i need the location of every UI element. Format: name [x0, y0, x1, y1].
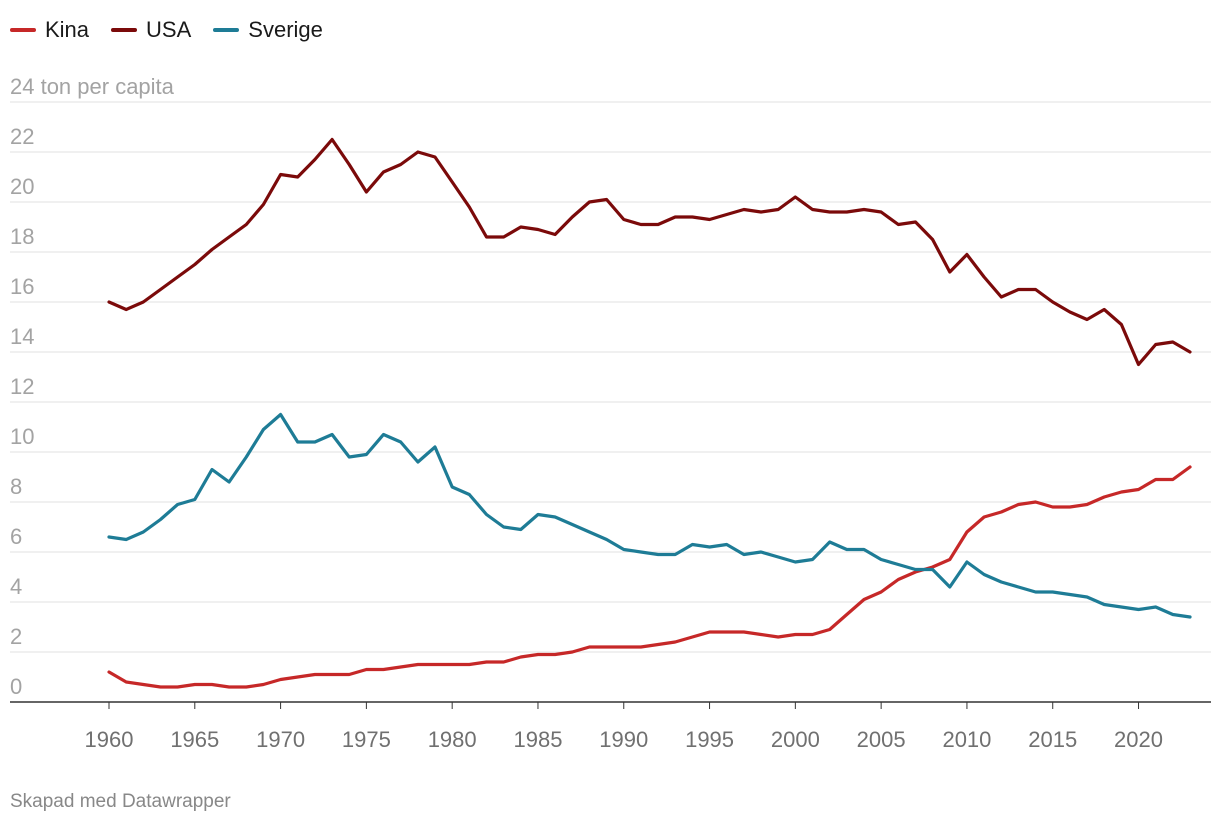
legend-item-kina: Kina	[10, 17, 89, 43]
y-tick-label-4: 4	[10, 574, 22, 599]
y-tick-label-0: 0	[10, 674, 22, 699]
y-axis-tick-labels: 24 ton per capita 0 2 4 6 8 10 12 14 16 18 20 22	[10, 74, 175, 699]
legend-item-usa: USA	[111, 17, 191, 43]
y-axis-unit-label: 24 ton per capita	[10, 74, 175, 99]
legend-label-usa: USA	[146, 17, 192, 42]
legend-swatch-kina	[10, 28, 36, 32]
series-line-sverige	[107, 412, 1192, 619]
y-tick-label-6: 6	[10, 524, 22, 549]
y-tick-label-2: 2	[10, 624, 22, 649]
y-tick-label-20: 20	[10, 174, 34, 199]
x-axis-ticks: 1960 1965 1970 1975 1980 1985 1990 1995 2000 2005…	[85, 702, 1163, 752]
grid-lines	[10, 101, 1211, 653]
x-tick-label-2010: 2010	[942, 727, 991, 752]
series-lines	[107, 137, 1192, 689]
y-tick-label-18: 18	[10, 224, 34, 249]
legend-swatch-usa	[111, 28, 138, 32]
y-tick-label-22: 22	[10, 124, 34, 149]
legend-swatch-sverige	[213, 28, 240, 32]
x-tick-label-2015: 2015	[1028, 727, 1077, 752]
x-tick-label-2000: 2000	[771, 727, 820, 752]
y-tick-label-14: 14	[10, 324, 34, 349]
x-tick-label-1960: 1960	[85, 727, 134, 752]
y-tick-label-8: 8	[10, 474, 22, 499]
x-tick-label-1995: 1995	[685, 727, 734, 752]
x-tick-label-1965: 1965	[170, 727, 219, 752]
x-tick-label-2005: 2005	[857, 727, 906, 752]
legend-label-sverige: Sverige	[248, 17, 323, 42]
y-tick-label-12: 12	[10, 374, 34, 399]
x-tick-label-1980: 1980	[428, 727, 477, 752]
x-tick-label-1970: 1970	[256, 727, 305, 752]
x-tick-label-1975: 1975	[342, 727, 391, 752]
legend-label-kina: Kina	[45, 17, 90, 42]
series-line-usa	[107, 137, 1192, 367]
series-line-kina	[107, 465, 1192, 689]
x-tick-label-1985: 1985	[513, 727, 562, 752]
x-tick-label-1990: 1990	[599, 727, 648, 752]
datawrapper-credit: Skapad med Datawrapper	[10, 791, 231, 812]
y-tick-label-10: 10	[10, 424, 34, 449]
legend-item-sverige: Sverige	[213, 17, 323, 43]
y-tick-label-16: 16	[10, 274, 34, 299]
x-tick-label-2020: 2020	[1114, 727, 1163, 752]
chart-legend: Kina USA Sverige	[10, 14, 345, 46]
